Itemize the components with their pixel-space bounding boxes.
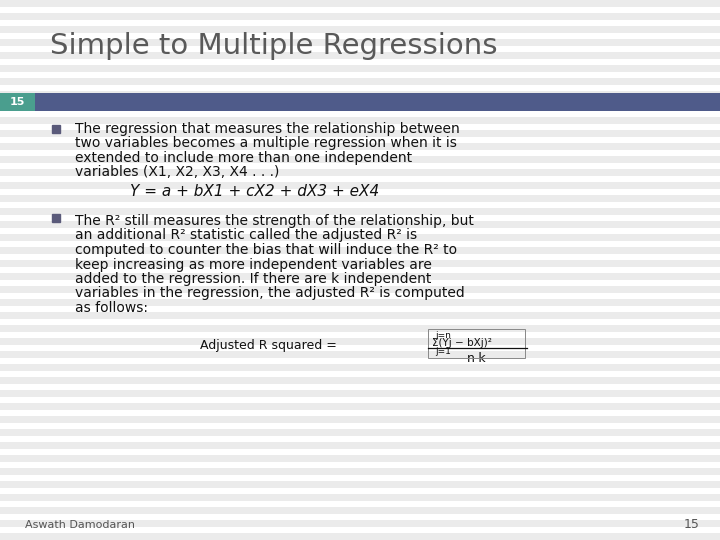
Bar bbox=[0, 325, 720, 332]
Bar bbox=[0, 221, 720, 227]
Bar bbox=[0, 286, 720, 293]
Text: n-k: n-k bbox=[467, 353, 487, 366]
FancyBboxPatch shape bbox=[52, 125, 60, 133]
Bar bbox=[0, 195, 720, 201]
Bar bbox=[0, 442, 720, 449]
Text: variables in the regression, the adjusted R² is computed: variables in the regression, the adjuste… bbox=[75, 287, 464, 300]
Bar bbox=[0, 234, 720, 240]
Bar bbox=[0, 65, 720, 71]
Bar bbox=[0, 156, 720, 163]
Bar bbox=[0, 117, 720, 124]
Text: The regression that measures the relationship between: The regression that measures the relatio… bbox=[75, 122, 460, 136]
Text: j=n: j=n bbox=[435, 330, 451, 340]
Bar bbox=[0, 416, 720, 422]
Text: The R² still measures the strength of the relationship, but: The R² still measures the strength of th… bbox=[75, 214, 474, 228]
Bar bbox=[0, 143, 720, 150]
FancyBboxPatch shape bbox=[0, 93, 35, 111]
Bar bbox=[0, 455, 720, 462]
Bar bbox=[0, 91, 720, 98]
Bar bbox=[0, 429, 720, 435]
Bar bbox=[0, 130, 720, 137]
Bar bbox=[0, 520, 720, 526]
Text: Simple to Multiple Regressions: Simple to Multiple Regressions bbox=[50, 32, 498, 60]
Bar bbox=[0, 273, 720, 280]
Text: as follows:: as follows: bbox=[75, 301, 148, 315]
Bar bbox=[0, 299, 720, 306]
Text: Σ(Yj − bXj)²: Σ(Yj − bXj)² bbox=[432, 339, 492, 348]
Bar bbox=[0, 390, 720, 396]
Bar bbox=[0, 39, 720, 45]
Bar bbox=[0, 481, 720, 488]
Bar bbox=[0, 338, 720, 345]
Text: Aswath Damodaran: Aswath Damodaran bbox=[25, 520, 135, 530]
Text: keep increasing as more independent variables are: keep increasing as more independent vari… bbox=[75, 258, 432, 272]
Text: added to the regression. If there are k independent: added to the regression. If there are k … bbox=[75, 272, 431, 286]
Text: j=1: j=1 bbox=[435, 347, 451, 355]
Bar bbox=[0, 0, 720, 6]
Bar bbox=[0, 78, 720, 84]
Bar bbox=[0, 26, 720, 32]
Bar bbox=[0, 507, 720, 514]
Bar bbox=[0, 104, 720, 111]
Bar bbox=[0, 247, 720, 253]
Bar bbox=[0, 13, 720, 19]
Text: two variables becomes a multiple regression when it is: two variables becomes a multiple regress… bbox=[75, 137, 457, 151]
Bar bbox=[0, 312, 720, 319]
Bar bbox=[0, 208, 720, 214]
Text: 15: 15 bbox=[10, 97, 25, 107]
FancyBboxPatch shape bbox=[35, 93, 720, 111]
Bar bbox=[0, 260, 720, 267]
Bar bbox=[0, 468, 720, 475]
FancyBboxPatch shape bbox=[52, 214, 60, 222]
Bar bbox=[0, 364, 720, 370]
Text: extended to include more than one independent: extended to include more than one indepe… bbox=[75, 151, 412, 165]
Bar bbox=[0, 351, 720, 357]
Text: 15: 15 bbox=[684, 518, 700, 531]
Text: Y = a + bX1 + cX2 + dX3 + eX4: Y = a + bX1 + cX2 + dX3 + eX4 bbox=[130, 184, 379, 199]
Bar bbox=[0, 182, 720, 188]
Bar bbox=[0, 377, 720, 383]
Text: variables (X1, X2, X3, X4 . . .): variables (X1, X2, X3, X4 . . .) bbox=[75, 165, 279, 179]
Text: an additional R² statistic called the adjusted R² is: an additional R² statistic called the ad… bbox=[75, 228, 417, 242]
Bar bbox=[0, 403, 720, 409]
Text: Adjusted R squared =: Adjusted R squared = bbox=[200, 339, 337, 352]
Bar bbox=[0, 494, 720, 501]
Bar bbox=[0, 533, 720, 539]
Bar bbox=[0, 169, 720, 176]
Bar bbox=[0, 52, 720, 58]
Text: computed to counter the bias that will induce the R² to: computed to counter the bias that will i… bbox=[75, 243, 457, 257]
